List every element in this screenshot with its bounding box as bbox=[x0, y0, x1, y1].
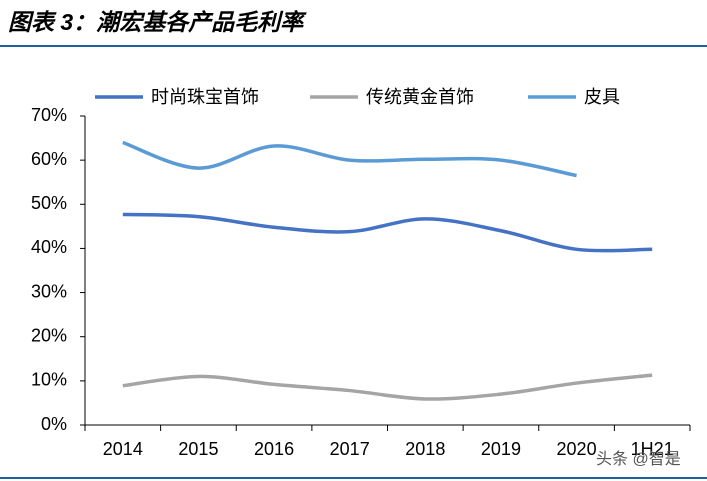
watermark: 头条 @智是 bbox=[596, 450, 681, 468]
x-tick-label: 1H21 bbox=[631, 439, 674, 459]
legend-label: 传统黄金首饰 bbox=[366, 87, 474, 107]
y-tick-label: 50% bbox=[31, 193, 67, 213]
x-tick-label: 2020 bbox=[557, 439, 597, 459]
chart-title: 图表 3：潮宏基各产品毛利率 bbox=[8, 9, 307, 35]
series-line bbox=[122, 373, 653, 401]
x-tick-label: 2019 bbox=[481, 439, 521, 459]
x-tick-label: 2016 bbox=[254, 439, 294, 459]
y-tick-label: 30% bbox=[31, 281, 67, 301]
x-tick-label: 2017 bbox=[330, 439, 370, 459]
legend-label: 皮具 bbox=[584, 87, 620, 107]
x-tick-label: 2018 bbox=[405, 439, 445, 459]
x-tick-label: 2014 bbox=[103, 439, 143, 459]
series-line bbox=[122, 140, 577, 178]
y-tick-label: 0% bbox=[41, 414, 67, 434]
legend-label: 时尚珠宝首饰 bbox=[151, 87, 259, 107]
y-tick-label: 70% bbox=[31, 105, 67, 125]
y-tick-label: 20% bbox=[31, 325, 67, 345]
y-tick-label: 10% bbox=[31, 370, 67, 390]
y-tick-label: 40% bbox=[31, 237, 67, 257]
y-tick-label: 60% bbox=[31, 149, 67, 169]
series-line bbox=[122, 212, 653, 253]
x-tick-label: 2015 bbox=[178, 439, 218, 459]
